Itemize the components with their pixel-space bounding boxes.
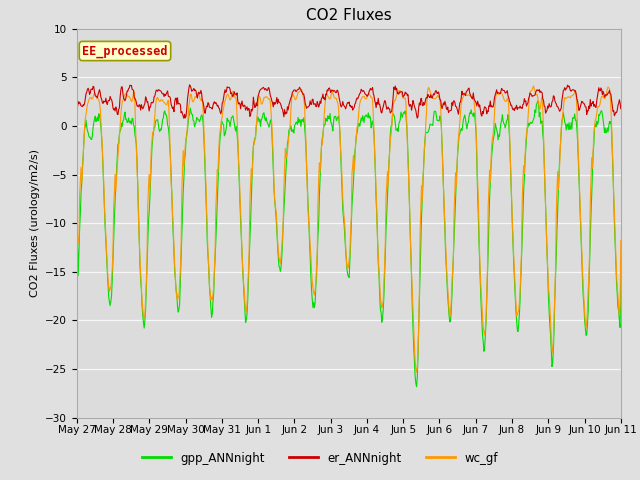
Y-axis label: CO2 Fluxes (urology/m2/s): CO2 Fluxes (urology/m2/s) [29,149,40,297]
Title: CO2 Fluxes: CO2 Fluxes [306,9,392,24]
Text: EE_processed: EE_processed [82,44,168,58]
Legend: gpp_ANNnight, er_ANNnight, wc_gf: gpp_ANNnight, er_ANNnight, wc_gf [137,447,503,469]
